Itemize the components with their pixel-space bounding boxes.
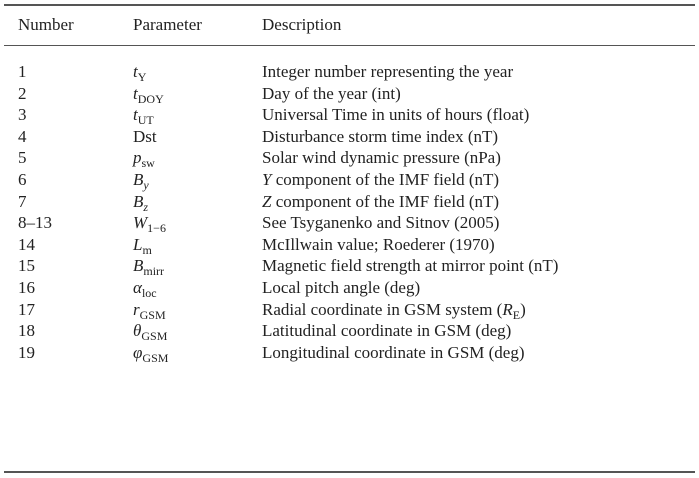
parameter-subscript: Y (137, 70, 147, 84)
description-text: Solar wind dynamic pressure (nPa) (262, 148, 501, 168)
parameter-symbol: p (133, 148, 142, 168)
row-number: 6 (18, 170, 27, 189)
description-text: Disturbance storm time index (nT) (262, 126, 499, 146)
parameter: θGSM (133, 321, 168, 344)
parameter-subscript: sw (141, 156, 155, 171)
bottom-rule (4, 471, 695, 473)
parameter: Bmirr (133, 256, 165, 279)
description-text: Day of the year (int) (262, 83, 401, 103)
description: Day of the year (int) (262, 84, 401, 104)
parameter-subscript: GSM (142, 350, 169, 365)
parameter-symbol: t (133, 105, 138, 125)
description: Solar wind dynamic pressure (nPa) (262, 148, 501, 168)
parameter-symbol: B (133, 170, 144, 189)
parameter: tY (133, 62, 147, 84)
parameter-symbol: t (133, 83, 138, 103)
parameter-subscript: z (143, 199, 149, 214)
description-text: Integer number representing the year (262, 62, 514, 81)
row-number: 3 (18, 105, 27, 125)
parameter-symbol: t (133, 62, 138, 81)
description: Disturbance storm time index (nT) (262, 127, 498, 147)
description: See Tsyganenko and Sitnov (2005) (262, 213, 499, 233)
parameter-subscript: GSM (141, 329, 168, 344)
parameter: tUT (133, 105, 154, 128)
description: Radial coordinate in GSM system (RE) (262, 299, 526, 322)
row-number: 18 (18, 321, 35, 341)
parameter-symbol: L (133, 234, 143, 254)
parameter: rGSM (133, 299, 166, 322)
column-header: Description (262, 15, 342, 34)
parameter-subscript: DOY (137, 91, 164, 106)
parameter-subscript: UT (137, 113, 154, 128)
description: Z component of the IMF field (nT) (262, 192, 499, 212)
column-header: Number (18, 15, 74, 34)
description: Longitudinal coordinate in GSM (deg) (262, 343, 525, 363)
description: Magnetic field strength at mirror point … (262, 256, 558, 276)
description-text: component of the IMF field (nT) (271, 191, 500, 211)
row-number: 17 (18, 299, 35, 319)
description-symbol: R (502, 299, 513, 319)
row-number: 19 (18, 342, 35, 362)
parameter-symbol: α (133, 278, 142, 297)
parameter-symbol: B (133, 256, 144, 276)
parameter: Lm (133, 234, 152, 257)
row-number: 16 (18, 278, 35, 297)
description-text: Latitudinal coordinate in GSM (deg) (262, 321, 512, 341)
parameter-subscript: y (143, 178, 149, 192)
description-text: component of the IMF field (nT) (271, 170, 500, 189)
description-text: See Tsyganenko and Sitnov (2005) (262, 213, 500, 233)
description-symbol: Z (262, 191, 272, 211)
row-number: 15 (18, 256, 35, 276)
parameter-subscript: mirr (143, 264, 165, 279)
row-number: 7 (18, 191, 27, 211)
parameter: By (133, 170, 149, 192)
parameter-subscript: 1−6 (147, 221, 166, 236)
parameter: Bz (133, 191, 149, 214)
description: Local pitch angle (deg) (262, 278, 420, 298)
parameter: Dst (133, 127, 157, 147)
parameter: W1−6 (133, 213, 166, 236)
parameter: psw (133, 148, 155, 171)
row-number: 8–13 (18, 213, 52, 233)
description-text: Longitudinal coordinate in GSM (deg) (262, 342, 525, 362)
description: Y component of the IMF field (nT) (262, 170, 499, 190)
parameter-subscript: m (142, 242, 152, 257)
parameter-subscript: loc (141, 286, 157, 300)
column-header: Parameter (133, 15, 202, 34)
description-text: ) (520, 299, 526, 319)
header-rule (4, 45, 695, 46)
row-number: 1 (18, 62, 27, 81)
top-rule (4, 4, 695, 6)
description: Universal Time in units of hours (float) (262, 105, 529, 125)
description-text: Local pitch angle (deg) (262, 278, 421, 297)
parameter: tDOY (133, 83, 164, 106)
description-text: Universal Time in units of hours (float) (262, 105, 530, 125)
description: Latitudinal coordinate in GSM (deg) (262, 321, 511, 341)
row-number: 2 (18, 83, 27, 103)
parameter-subscript: GSM (139, 307, 166, 322)
row-number: 4 (18, 126, 27, 146)
description-symbol: Y (262, 170, 272, 189)
parameter-symbol: B (133, 191, 144, 211)
parameter: φGSM (133, 342, 169, 365)
parameter-symbol: W (133, 213, 148, 233)
parameter-symbol: Dst (133, 126, 157, 146)
description-text: Radial coordinate in GSM system ( (262, 299, 503, 319)
description-text: Magnetic field strength at mirror point … (262, 256, 559, 276)
parameter-symbol: θ (133, 321, 142, 341)
row-number: 14 (18, 234, 35, 254)
description-text: McIllwain value; Roederer (1970) (262, 234, 495, 254)
description-subscript: E (512, 307, 521, 322)
parameter: αloc (133, 278, 157, 300)
row-number: 5 (18, 148, 27, 168)
description: Integer number representing the year (262, 62, 513, 82)
parameter-symbol: φ (133, 342, 143, 362)
description: McIllwain value; Roederer (1970) (262, 235, 495, 255)
parameter-symbol: r (133, 299, 140, 319)
